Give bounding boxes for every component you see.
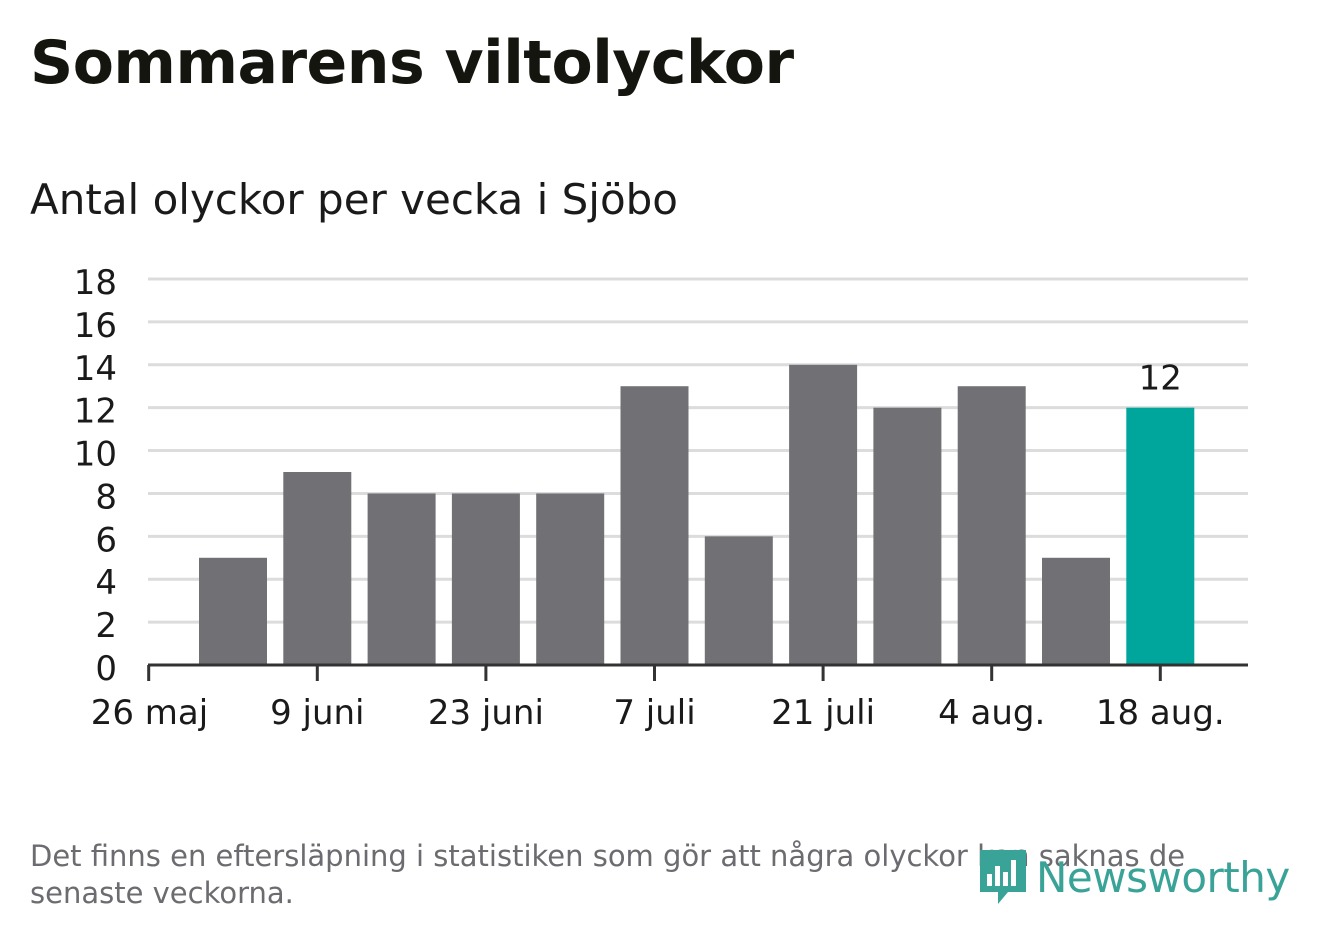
bar xyxy=(1042,557,1110,665)
y-tick-label: 16 xyxy=(74,306,117,346)
y-tick-label: 10 xyxy=(74,435,117,475)
y-tick-label: 18 xyxy=(74,263,117,303)
bar xyxy=(1126,407,1195,665)
x-tick-label: 18 aug. xyxy=(1096,693,1225,733)
x-tick-label: 4 aug. xyxy=(938,693,1045,733)
x-tick-label: 21 juli xyxy=(771,693,875,733)
chart-subtitle: Antal olyckor per vecka i Sjöbo xyxy=(30,175,679,224)
newsworthy-logo-icon xyxy=(980,850,1026,904)
bar xyxy=(283,472,352,665)
bar xyxy=(704,536,773,665)
bar xyxy=(789,364,858,665)
data-label: 12 xyxy=(1139,359,1182,399)
y-tick-label: 6 xyxy=(95,520,117,560)
bar xyxy=(873,407,942,665)
x-tick-label: 9 juni xyxy=(270,693,364,733)
x-tick-label: 23 juni xyxy=(428,693,544,733)
bar xyxy=(536,493,605,665)
x-tick-label: 26 maj xyxy=(91,693,208,733)
newsworthy-logo-text: Newsworthy xyxy=(1036,852,1290,902)
bar xyxy=(199,557,267,665)
y-tick-label: 0 xyxy=(95,649,117,689)
y-tick-label: 14 xyxy=(74,349,117,389)
x-tick-label: 7 juli xyxy=(613,693,695,733)
bar xyxy=(367,493,436,665)
bar xyxy=(451,493,520,665)
y-tick-label: 2 xyxy=(95,606,117,646)
newsworthy-logo: Newsworthy xyxy=(978,846,1290,908)
bar xyxy=(957,386,1026,665)
y-tick-label: 12 xyxy=(74,392,117,432)
y-tick-label: 4 xyxy=(95,563,117,603)
y-tick-label: 8 xyxy=(95,477,117,517)
chart-title: Sommarens viltolyckor xyxy=(30,28,794,98)
bar xyxy=(620,386,689,665)
